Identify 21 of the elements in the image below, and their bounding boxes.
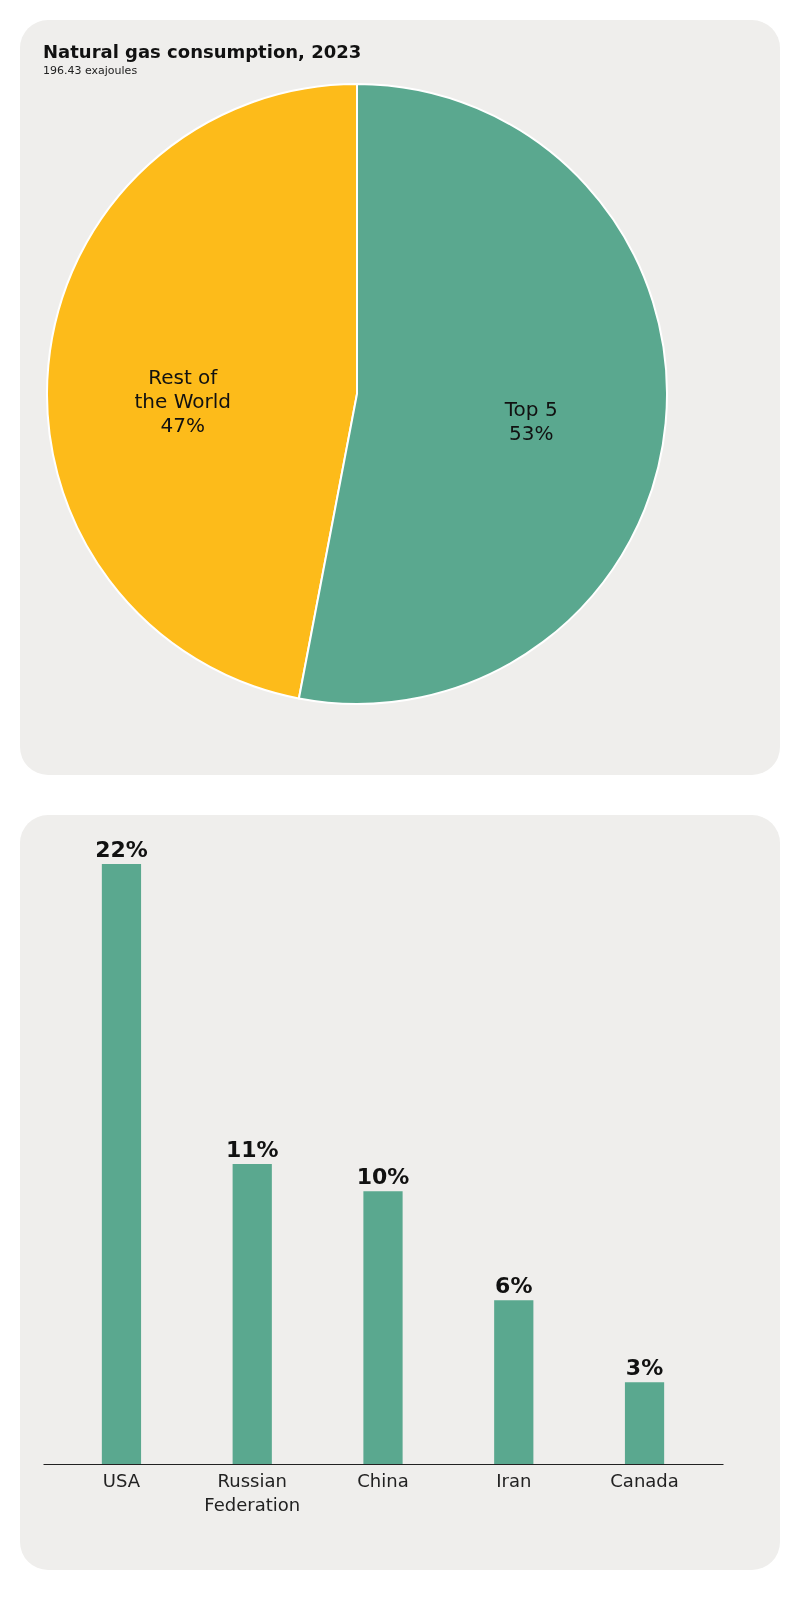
x-tick-label: Iran [496, 1469, 532, 1491]
data-label: 11% [225, 1137, 279, 1162]
bar [363, 1191, 403, 1464]
data-label: 6% [495, 1273, 533, 1299]
chart-title: Natural gas consumption, 2023 [43, 41, 362, 62]
data-label: 3% [625, 1355, 664, 1381]
x-tick-label: China [357, 1469, 409, 1491]
slice-label: Rest of the World [134, 364, 232, 413]
bar [101, 864, 142, 1464]
x-tick-label: USA [102, 1469, 141, 1491]
bar [232, 1164, 272, 1464]
data-label: 47% [160, 412, 205, 437]
data-label: 10% [356, 1164, 410, 1190]
slice-label: Top 5 [503, 397, 558, 422]
data-label: 22% [95, 837, 148, 862]
bar [624, 1382, 665, 1464]
chart-subtitle: 196.43 exajoules [43, 64, 138, 77]
data-label: 53% [509, 421, 554, 446]
x-tick-label: Canada [610, 1469, 679, 1491]
x-tick-label: Russian Federation [204, 1469, 301, 1515]
bar [494, 1300, 534, 1464]
